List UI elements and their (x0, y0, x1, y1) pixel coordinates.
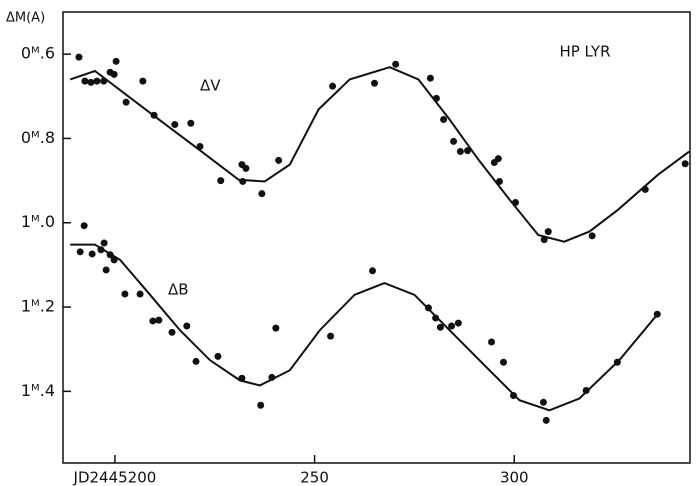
data-point (588, 232, 596, 240)
data-point (653, 310, 661, 318)
data-point (196, 142, 204, 150)
chart-title: HP LYR (559, 43, 610, 61)
series-label: ΔB (168, 281, 189, 299)
data-point (239, 177, 247, 185)
data-point (75, 53, 83, 61)
data-point (187, 119, 195, 127)
y-tick-label: 1ᴹ.4 (21, 381, 55, 400)
data-point (488, 338, 496, 346)
data-point (110, 70, 118, 78)
data-point (155, 316, 163, 324)
data-point (494, 155, 502, 163)
data-point (432, 94, 440, 102)
data-point (87, 78, 95, 86)
data-point (242, 164, 250, 172)
data-point (426, 74, 434, 82)
data-point (641, 185, 649, 193)
data-point (100, 239, 108, 247)
data-point (217, 177, 225, 185)
data-point (139, 77, 147, 85)
data-point (93, 77, 101, 85)
data-point (136, 290, 144, 298)
data-point (539, 398, 547, 406)
data-point (542, 416, 550, 424)
data-point (80, 222, 88, 230)
data-point (112, 57, 120, 65)
data-point (238, 374, 246, 382)
data-point (110, 256, 118, 264)
data-point (257, 401, 265, 409)
data-point (371, 79, 379, 87)
data-point (450, 137, 458, 145)
y-tick-label: 1ᴹ.2 (21, 297, 55, 316)
data-point (88, 250, 96, 258)
data-point (97, 246, 105, 254)
data-point (464, 147, 472, 155)
data-point (496, 177, 504, 185)
data-point (150, 111, 158, 119)
data-point (681, 160, 689, 168)
data-point (432, 314, 440, 322)
data-point (192, 357, 200, 365)
data-point (540, 236, 548, 244)
data-point (171, 121, 179, 129)
data-point (329, 82, 337, 90)
data-point (149, 317, 157, 325)
data-point (436, 323, 444, 331)
data-point (544, 228, 552, 236)
x-tick-label: JD2445200 (73, 469, 157, 486)
data-point (122, 98, 130, 106)
data-point (511, 199, 519, 207)
data-point (258, 190, 266, 198)
data-point (81, 77, 89, 85)
fit-curve (70, 243, 661, 412)
data-point (121, 290, 129, 298)
y-tick-label: 0ᴹ.8 (21, 128, 55, 147)
y-tick-label: 0ᴹ.6 (21, 44, 55, 63)
x-tick-label: 300 (500, 469, 529, 486)
data-point (499, 358, 507, 366)
data-point (454, 319, 462, 327)
data-point (509, 392, 517, 400)
data-point (424, 304, 432, 312)
y-axis-label: ΔM(A) (6, 11, 45, 26)
data-point (369, 267, 377, 275)
data-point (327, 332, 335, 340)
data-point (268, 373, 276, 381)
data-point (100, 77, 108, 85)
data-point (275, 156, 283, 164)
data-point (102, 266, 110, 274)
data-point (183, 322, 191, 330)
series-label: ΔV (200, 77, 221, 95)
data-point (456, 148, 464, 156)
x-tick-label: 250 (300, 469, 329, 486)
plot-frame (62, 11, 691, 464)
data-point (168, 328, 176, 336)
data-point (76, 248, 84, 256)
data-point (106, 251, 114, 259)
data-point (613, 358, 621, 366)
data-point (582, 387, 590, 395)
fit-curve (69, 66, 690, 243)
data-point (448, 322, 456, 330)
data-point (392, 60, 400, 68)
data-point (272, 324, 280, 332)
data-point (440, 115, 448, 123)
data-point (214, 352, 222, 360)
y-tick-label: 1ᴹ.0 (21, 212, 55, 231)
